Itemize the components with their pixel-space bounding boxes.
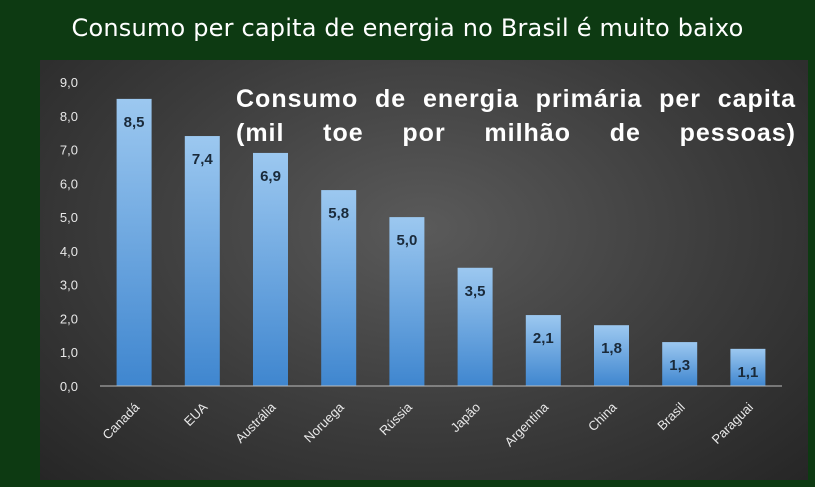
y-tick-label: 5,0	[60, 210, 78, 225]
bar	[321, 190, 357, 386]
category-label: Rússia	[376, 399, 415, 438]
bars	[116, 98, 766, 386]
x-axis: Canadá EUA Austrália Noruega Rússia Japão Arge…	[99, 399, 756, 450]
bar	[457, 267, 493, 386]
y-tick-label: 4,0	[60, 244, 78, 259]
category-label: China	[585, 399, 620, 434]
bar-chart: 0,0 1,0 2,0 3,0 4,0 5,0 6,0 7,0 8,0 9,0 8,5 7,4 6,9…	[60, 75, 782, 450]
category-label: Canadá	[99, 399, 142, 442]
data-label: 5,8	[328, 205, 349, 222]
data-label: 5,0	[396, 232, 417, 249]
category-label: Austrália	[232, 399, 279, 446]
data-label: 7,4	[192, 151, 214, 168]
data-labels: 8,5 7,4 6,9 5,8 5,0 3,5 2,1 1,8 1,3 1,1	[124, 114, 759, 381]
category-label: EUA	[181, 399, 211, 429]
bar	[184, 136, 220, 386]
y-tick-label: 0,0	[60, 379, 78, 394]
data-label: 1,3	[669, 357, 690, 374]
bar	[662, 342, 698, 386]
y-tick-label: 3,0	[60, 278, 78, 293]
data-label: 2,1	[533, 330, 554, 347]
y-axis: 0,0 1,0 2,0 3,0 4,0 5,0 6,0 7,0 8,0 9,0	[60, 75, 78, 394]
y-tick-label: 2,0	[60, 311, 78, 326]
data-label: 1,1	[737, 364, 758, 381]
category-label: Noruega	[301, 399, 347, 445]
chart-panel: 0,0 1,0 2,0 3,0 4,0 5,0 6,0 7,0 8,0 9,0 8,5 7,4 6,9…	[40, 60, 808, 480]
category-label: Japão	[448, 400, 484, 436]
bar	[389, 217, 425, 386]
bar	[253, 152, 288, 386]
y-tick-label: 6,0	[60, 176, 78, 191]
y-tick-label: 8,0	[60, 109, 78, 124]
category-label: Brasil	[654, 399, 688, 433]
slide-title: Consumo per capita de energia no Brasil …	[71, 14, 744, 42]
data-label: 3,5	[465, 283, 486, 300]
chart-title: Consumo de energia primária per capita (…	[236, 85, 796, 147]
y-tick-label: 7,0	[60, 143, 78, 158]
category-label: Paraguai	[709, 399, 756, 446]
category-label: Argentina	[501, 399, 552, 450]
bar	[116, 98, 152, 386]
data-label: 6,9	[260, 168, 281, 185]
bar	[525, 315, 561, 386]
bar	[594, 325, 629, 386]
y-tick-label: 1,0	[60, 345, 78, 360]
bar	[730, 348, 766, 386]
y-tick-label: 9,0	[60, 75, 78, 90]
data-label: 1,8	[601, 340, 622, 357]
data-label: 8,5	[124, 114, 145, 131]
